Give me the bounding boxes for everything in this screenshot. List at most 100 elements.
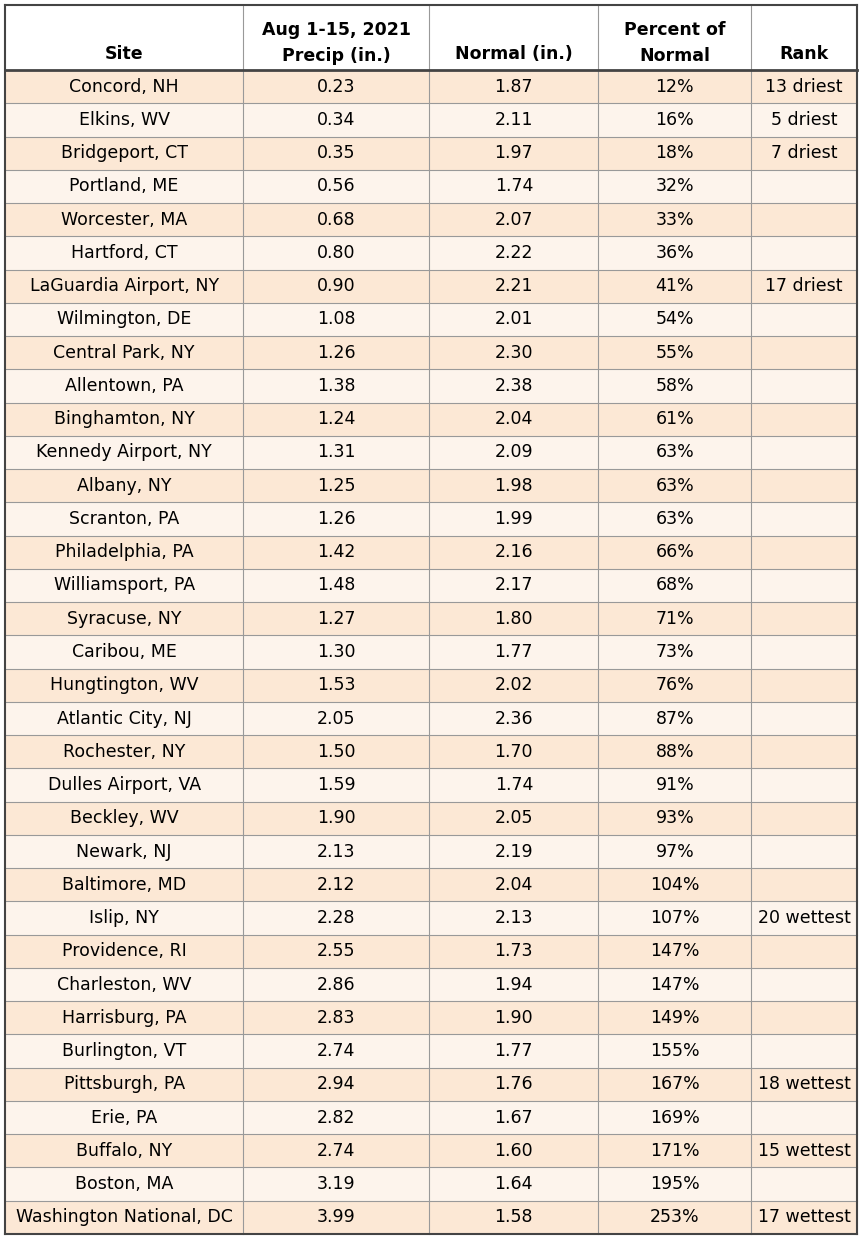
Bar xyxy=(5,1201,856,1234)
Text: 0.68: 0.68 xyxy=(317,211,355,229)
Text: 2.36: 2.36 xyxy=(494,710,533,727)
Text: 155%: 155% xyxy=(649,1042,699,1061)
Text: 1.48: 1.48 xyxy=(317,576,355,595)
Bar xyxy=(5,802,856,835)
Text: 7 driest: 7 driest xyxy=(770,144,836,162)
Text: 2.38: 2.38 xyxy=(494,377,532,395)
Text: 13 driest: 13 driest xyxy=(765,78,842,95)
Text: 1.98: 1.98 xyxy=(494,477,533,494)
Text: 1.67: 1.67 xyxy=(494,1109,533,1126)
Text: 1.64: 1.64 xyxy=(494,1175,532,1193)
Text: 1.08: 1.08 xyxy=(317,311,355,328)
Text: Atlantic City, NJ: Atlantic City, NJ xyxy=(57,710,191,727)
Text: 1.26: 1.26 xyxy=(317,510,355,528)
Text: 1.24: 1.24 xyxy=(317,410,355,429)
Bar xyxy=(5,5,856,69)
Text: 32%: 32% xyxy=(655,177,693,196)
Text: 2.11: 2.11 xyxy=(494,110,532,129)
Text: 1.26: 1.26 xyxy=(317,343,355,362)
Text: Rank: Rank xyxy=(778,45,827,63)
Text: Albany, NY: Albany, NY xyxy=(77,477,171,494)
Text: 1.99: 1.99 xyxy=(494,510,533,528)
Text: 18%: 18% xyxy=(655,144,693,162)
Text: 2.19: 2.19 xyxy=(494,843,533,861)
Text: 68%: 68% xyxy=(654,576,693,595)
Text: 61%: 61% xyxy=(654,410,693,429)
Text: 54%: 54% xyxy=(655,311,693,328)
Text: 1.90: 1.90 xyxy=(317,809,355,828)
Text: 1.74: 1.74 xyxy=(494,776,532,794)
Text: 2.01: 2.01 xyxy=(494,311,532,328)
Text: Percent of: Percent of xyxy=(623,21,725,38)
Text: 1.80: 1.80 xyxy=(494,610,532,628)
Text: 58%: 58% xyxy=(655,377,693,395)
Bar xyxy=(5,934,856,968)
Text: Central Park, NY: Central Park, NY xyxy=(53,343,195,362)
Bar xyxy=(5,470,856,502)
Text: 2.13: 2.13 xyxy=(317,843,355,861)
Bar xyxy=(5,669,856,701)
Bar xyxy=(5,170,856,203)
Text: 167%: 167% xyxy=(649,1075,699,1093)
Text: Harrisburg, PA: Harrisburg, PA xyxy=(62,1009,186,1027)
Text: 2.28: 2.28 xyxy=(317,909,355,927)
Text: 0.56: 0.56 xyxy=(317,177,355,196)
Text: 2.09: 2.09 xyxy=(494,444,533,461)
Text: 1.53: 1.53 xyxy=(317,676,355,694)
Text: Newark, NJ: Newark, NJ xyxy=(77,843,171,861)
Text: 71%: 71% xyxy=(655,610,693,628)
Text: 2.55: 2.55 xyxy=(317,943,355,960)
Text: Providence, RI: Providence, RI xyxy=(62,943,186,960)
Text: 2.94: 2.94 xyxy=(317,1075,355,1093)
Bar xyxy=(5,302,856,336)
Text: 1.30: 1.30 xyxy=(317,643,355,660)
Text: 5 driest: 5 driest xyxy=(770,110,836,129)
Text: 2.02: 2.02 xyxy=(494,676,532,694)
Text: 1.59: 1.59 xyxy=(317,776,355,794)
Text: Hartford, CT: Hartford, CT xyxy=(71,244,177,261)
Text: Aug 1-15, 2021: Aug 1-15, 2021 xyxy=(262,21,410,38)
Text: Boston, MA: Boston, MA xyxy=(75,1175,173,1193)
Text: Concord, NH: Concord, NH xyxy=(69,78,179,95)
Text: 147%: 147% xyxy=(649,943,699,960)
Text: Normal (in.): Normal (in.) xyxy=(455,45,572,63)
Text: 1.50: 1.50 xyxy=(317,742,355,761)
Text: 169%: 169% xyxy=(649,1109,699,1126)
Text: 1.97: 1.97 xyxy=(494,144,533,162)
Bar xyxy=(5,203,856,237)
Text: 147%: 147% xyxy=(649,975,699,994)
Text: Kennedy Airport, NY: Kennedy Airport, NY xyxy=(36,444,212,461)
Bar xyxy=(5,735,856,768)
Text: 2.74: 2.74 xyxy=(317,1042,355,1061)
Text: 55%: 55% xyxy=(655,343,693,362)
Text: 1.77: 1.77 xyxy=(494,643,532,660)
Text: Philadelphia, PA: Philadelphia, PA xyxy=(55,543,193,561)
Text: 2.22: 2.22 xyxy=(494,244,532,261)
Text: Allentown, PA: Allentown, PA xyxy=(65,377,183,395)
Text: Beckley, WV: Beckley, WV xyxy=(70,809,178,828)
Bar xyxy=(5,237,856,270)
Text: 2.04: 2.04 xyxy=(494,876,532,893)
Text: 36%: 36% xyxy=(654,244,693,261)
Bar xyxy=(5,1001,856,1035)
Text: 17 wettest: 17 wettest xyxy=(757,1208,850,1227)
Text: 63%: 63% xyxy=(654,510,693,528)
Bar xyxy=(5,270,856,302)
Text: Worcester, MA: Worcester, MA xyxy=(61,211,187,229)
Bar xyxy=(5,869,856,902)
Text: Williamsport, PA: Williamsport, PA xyxy=(53,576,195,595)
Bar xyxy=(5,336,856,369)
Text: 2.30: 2.30 xyxy=(494,343,532,362)
Text: 1.74: 1.74 xyxy=(494,177,532,196)
Text: 2.05: 2.05 xyxy=(494,809,532,828)
Text: Washington National, DC: Washington National, DC xyxy=(15,1208,232,1227)
Text: LaGuardia Airport, NY: LaGuardia Airport, NY xyxy=(29,278,219,295)
Text: 2.86: 2.86 xyxy=(317,975,355,994)
Bar xyxy=(5,968,856,1001)
Bar xyxy=(5,369,856,403)
Text: 0.23: 0.23 xyxy=(317,78,355,95)
Bar xyxy=(5,902,856,934)
Text: 1.94: 1.94 xyxy=(494,975,532,994)
Text: Burlington, VT: Burlington, VT xyxy=(62,1042,186,1061)
Bar xyxy=(5,436,856,470)
